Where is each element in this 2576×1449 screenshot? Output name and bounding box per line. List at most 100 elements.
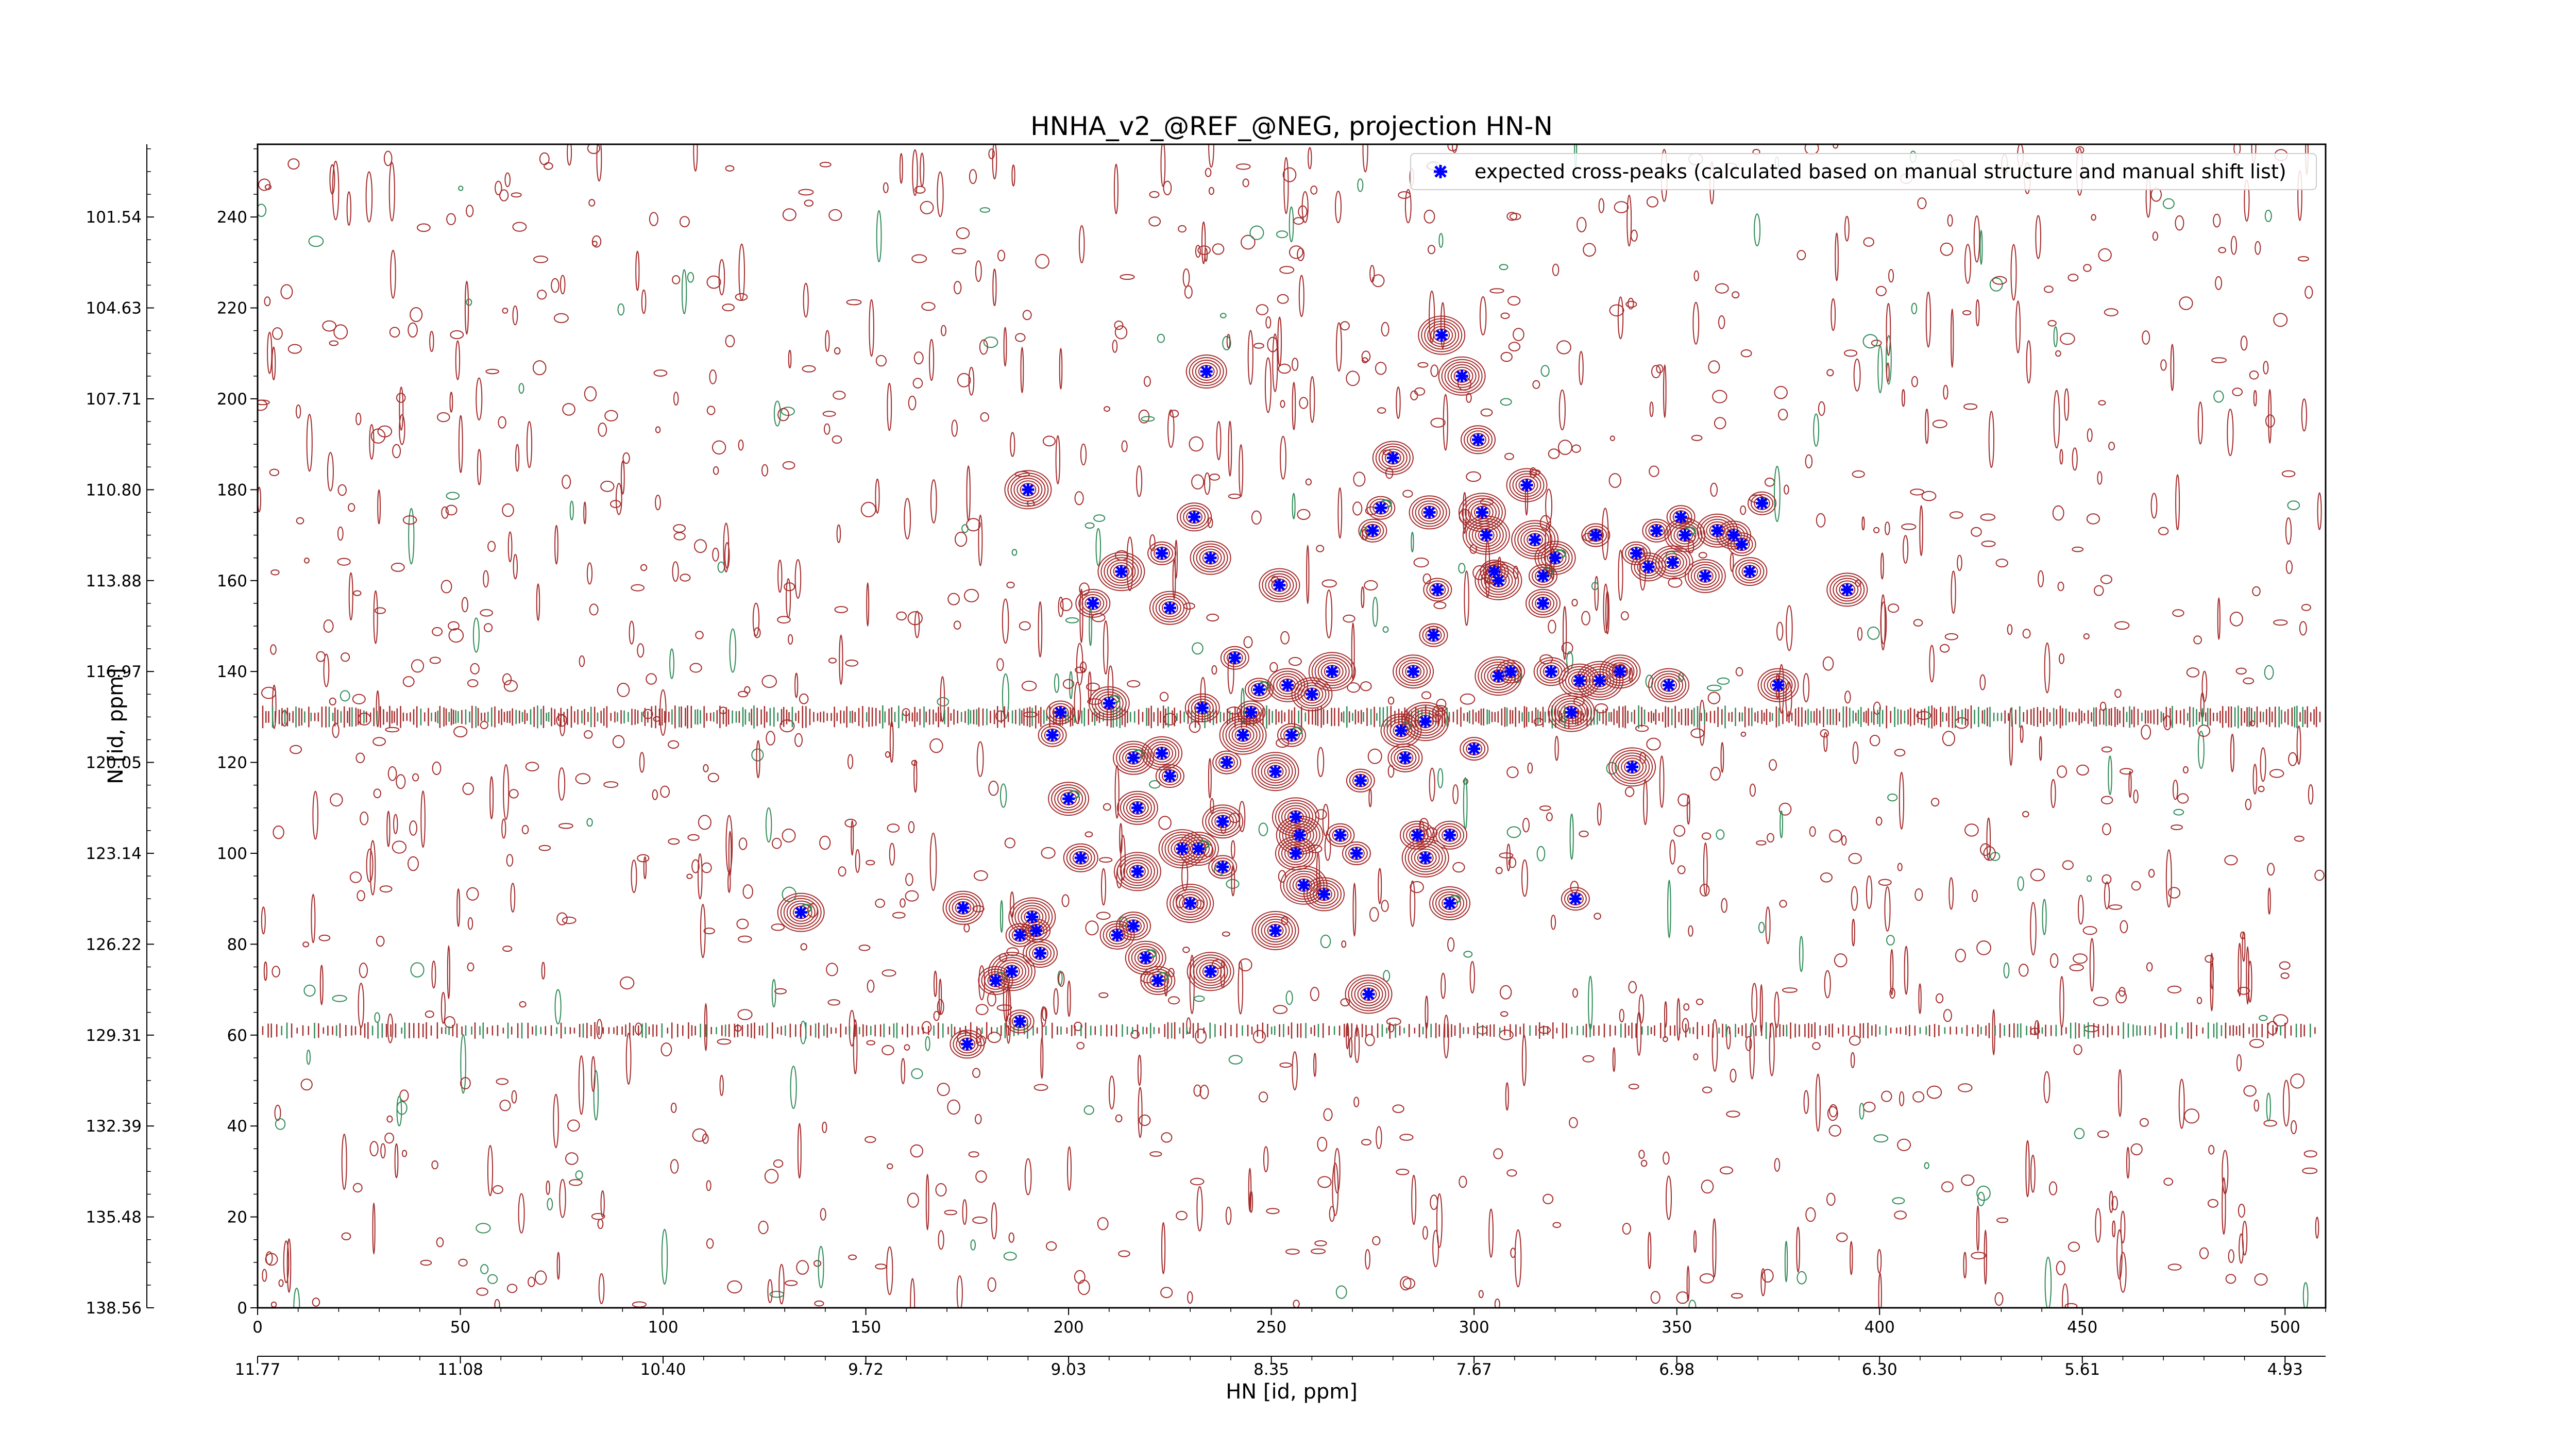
noise-contour xyxy=(372,1202,376,1255)
noise-contour xyxy=(593,1070,599,1121)
noise-contour xyxy=(1932,419,1947,428)
noise-contour xyxy=(2078,895,2084,925)
peak-contour xyxy=(1113,852,1161,891)
noise-contour xyxy=(1297,509,1311,520)
cross-peak-marker xyxy=(1221,756,1233,769)
cross-peak-marker xyxy=(1366,524,1379,537)
noise-contour xyxy=(258,399,270,406)
noise-contour xyxy=(2007,624,2013,635)
noise-contour xyxy=(1701,1180,1714,1194)
noise-contour xyxy=(1852,741,1859,764)
peak-contour xyxy=(1187,952,1234,991)
cross-peak-marker xyxy=(1216,815,1229,828)
noise-contour xyxy=(1981,541,1996,547)
chart-title: HNHA_v2_@REF_@NEG, projection HN-N xyxy=(1030,111,1553,141)
noise-contour xyxy=(1176,1210,1188,1221)
noise-contour xyxy=(1436,1193,1443,1248)
noise-contour xyxy=(1115,1114,1123,1123)
cross-peak-marker xyxy=(1468,743,1481,755)
noise-contour xyxy=(1021,681,1037,692)
noise-contour xyxy=(2228,1249,2234,1263)
noise-contour xyxy=(976,741,984,777)
noise-contour xyxy=(370,428,386,444)
peak-contour xyxy=(1421,318,1463,352)
noise-contour xyxy=(929,832,937,891)
noise-contour xyxy=(352,694,366,704)
peak-contour xyxy=(1211,857,1234,877)
noise-contour xyxy=(1067,980,1071,1017)
x-tick-label: 500 xyxy=(2270,1318,2300,1337)
peak-contour xyxy=(1515,476,1538,495)
peak-contour xyxy=(1329,825,1352,845)
peak-contour xyxy=(1423,578,1452,602)
noise-contour xyxy=(513,554,518,580)
peak-contour xyxy=(1122,748,1145,767)
noise-contour xyxy=(987,991,996,1007)
noise-contour xyxy=(1638,1150,1645,1159)
peak-contour xyxy=(1345,844,1368,863)
peak-contour xyxy=(1190,541,1231,575)
peak-contour xyxy=(1419,623,1448,647)
peak-contour xyxy=(1634,555,1663,579)
noise-contour xyxy=(348,572,353,621)
noise-contour xyxy=(1929,645,1935,683)
noise-contour xyxy=(1053,988,1059,1015)
noise-contour xyxy=(2243,1085,2257,1097)
peak-contour xyxy=(1375,443,1411,473)
noise-contour xyxy=(1099,857,1113,863)
x-tick-label: 450 xyxy=(2067,1318,2097,1337)
noise-contour xyxy=(1352,883,1357,937)
noise-contour xyxy=(788,349,792,368)
noise-contour xyxy=(2101,746,2112,753)
noise-contour xyxy=(1712,390,1727,403)
noise-contour xyxy=(1208,187,1214,195)
noise-contour xyxy=(1460,693,1476,705)
noise-contour xyxy=(476,1287,488,1296)
noise-contour xyxy=(496,1078,509,1085)
t1-noise-bands xyxy=(262,705,2321,1039)
legend-label: expected cross-peaks (calculated based o… xyxy=(1475,160,2286,183)
peak-contour xyxy=(1394,748,1417,767)
noise-contour xyxy=(373,590,378,644)
noise-contour xyxy=(1925,408,1929,444)
peak-contour xyxy=(1599,654,1641,689)
noise-contour xyxy=(995,710,1006,722)
peak-contour xyxy=(1146,971,1170,990)
noise-contour xyxy=(1943,1009,1952,1022)
noise-contour xyxy=(1411,1174,1417,1225)
noise-contour xyxy=(533,256,548,263)
noise-contour xyxy=(712,547,719,562)
noise-contour xyxy=(1897,863,1903,871)
noise-contour xyxy=(1591,582,1599,591)
noise-contour xyxy=(1167,409,1175,448)
noise-contour xyxy=(767,1279,773,1303)
noise-contour xyxy=(637,854,650,863)
noise-contour xyxy=(617,303,625,316)
noise-contour xyxy=(907,1192,919,1208)
noise-contour xyxy=(2308,784,2314,805)
cross-peak-marker xyxy=(1204,965,1217,978)
noise-contour xyxy=(756,740,760,779)
cross-peak-marker xyxy=(1589,529,1602,542)
peak-contour xyxy=(1300,685,1324,704)
noise-contour xyxy=(1540,365,1550,377)
noise-contour xyxy=(2047,320,2057,327)
peak-contour xyxy=(1406,825,1429,845)
noise-contour xyxy=(970,1239,976,1251)
noise-contour xyxy=(1410,880,1416,927)
peak-contour xyxy=(1540,546,1570,570)
noise-contour xyxy=(2017,876,2024,891)
noise-contour xyxy=(2249,720,2256,727)
noise-contour xyxy=(1527,762,1533,774)
noise-contour xyxy=(2230,235,2237,255)
noise-contour xyxy=(283,1240,290,1284)
noise-contour xyxy=(329,697,336,706)
noise-contour xyxy=(639,752,645,773)
x-tick-label: 400 xyxy=(1865,1318,1895,1337)
noise-contour xyxy=(1314,1240,1327,1246)
noise-contour xyxy=(272,346,276,380)
noise-contour xyxy=(975,260,982,282)
noise-contour xyxy=(718,259,725,296)
noise-contour xyxy=(2019,964,2029,977)
noise-contour xyxy=(2052,505,2064,521)
